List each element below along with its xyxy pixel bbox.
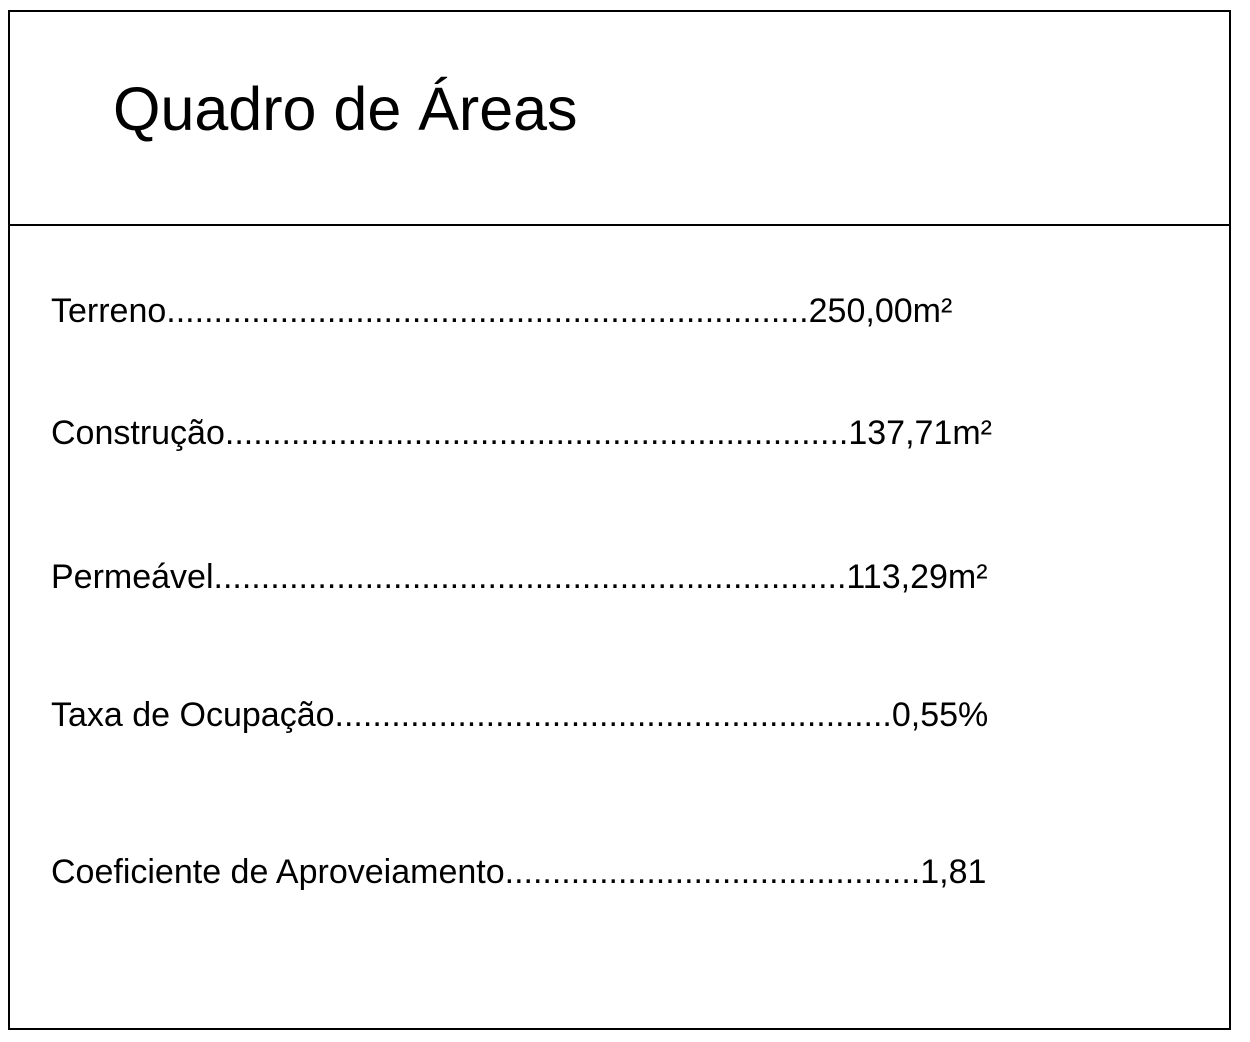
row-permeavel: Permeável...............................…: [51, 557, 988, 597]
row-label: Terreno: [51, 292, 167, 330]
row-value: 113,29m²: [846, 558, 988, 596]
row-label: Permeável: [51, 558, 214, 596]
row-terreno: Terreno.................................…: [51, 291, 952, 331]
row-value: 1,81: [920, 853, 987, 891]
areas-table-frame: [8, 10, 1231, 1030]
row-label: Coeficiente de Aproveiamento: [51, 853, 505, 891]
row-value: 0,55%: [891, 696, 989, 734]
row-leader: ........................................…: [166, 292, 809, 330]
row-construcao: Construção..............................…: [51, 413, 992, 453]
row-leader: ........................................…: [224, 414, 849, 452]
table-title: Quadro de Áreas: [113, 75, 578, 143]
row-value: 250,00m²: [808, 292, 953, 330]
row-value: 137,71m²: [848, 414, 992, 452]
row-leader: ........................................…: [334, 696, 892, 734]
row-label: Taxa de Ocupação: [51, 696, 335, 734]
row-coeficiente: Coeficiente de Aproveiamento............…: [51, 852, 986, 892]
header-divider: [8, 224, 1231, 226]
row-leader: ........................................…: [504, 853, 921, 891]
row-label: Construção: [51, 414, 225, 452]
row-taxa-ocupacao: Taxa de Ocupação........................…: [51, 695, 988, 735]
row-leader: ........................................…: [213, 558, 847, 596]
